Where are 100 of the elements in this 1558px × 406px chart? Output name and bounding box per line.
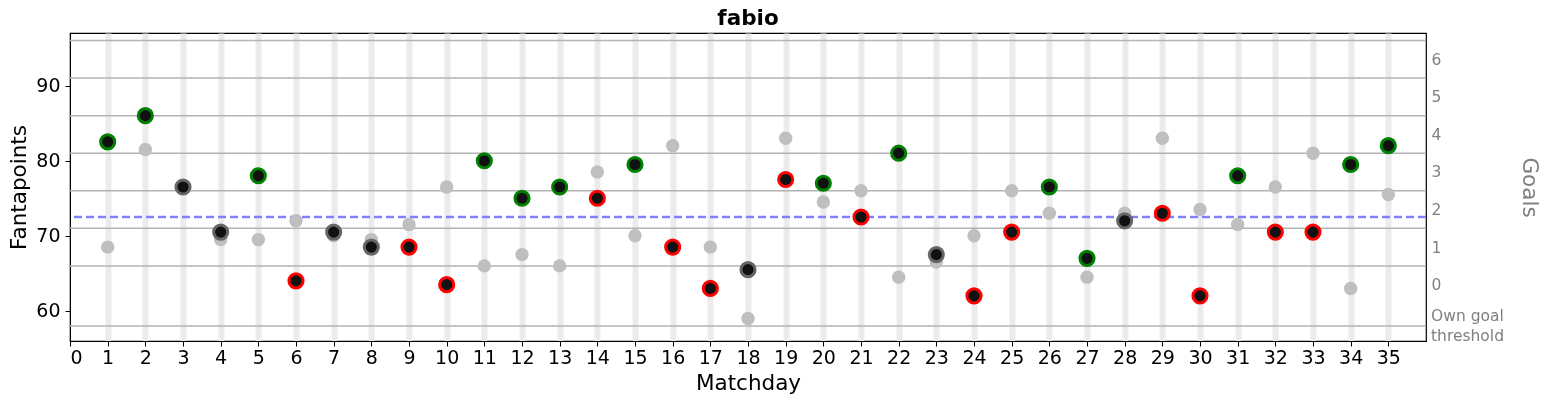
x-tick-label: 4: [215, 345, 228, 368]
point: [701, 279, 719, 297]
point: [251, 232, 266, 247]
point: [513, 189, 531, 207]
y2-tick-label: 1: [1431, 238, 1442, 257]
point: [1042, 206, 1057, 220]
point: [778, 131, 793, 145]
y-tick-label: 70: [36, 224, 61, 247]
point: [927, 246, 945, 264]
point: [1004, 184, 1019, 198]
x-tick-label: 3: [177, 345, 190, 368]
point: [1078, 249, 1096, 267]
point: [1306, 146, 1320, 160]
y2-tick-label: 2: [1431, 201, 1442, 220]
point: [1342, 155, 1360, 174]
point: [626, 155, 644, 174]
point: [1379, 137, 1397, 155]
point: [212, 223, 230, 241]
chart-title: fabio: [717, 4, 779, 30]
point: [1153, 204, 1171, 222]
point: [816, 195, 831, 209]
y-tick-label: 60: [36, 299, 61, 322]
x-tick-label: 5: [252, 345, 265, 368]
point: [289, 214, 303, 228]
point: [1229, 167, 1247, 185]
point: [891, 270, 906, 284]
x-tick-label: 28: [1113, 345, 1138, 368]
x-tick-label: 17: [698, 345, 723, 368]
point: [1080, 270, 1094, 284]
x-tick-label: 30: [1188, 345, 1213, 368]
x-tick-label: 1: [102, 345, 115, 368]
point: [664, 238, 682, 256]
x-tick-label: 23: [924, 345, 949, 368]
point: [703, 240, 718, 254]
point: [890, 144, 908, 162]
point: [1040, 178, 1058, 196]
point: [138, 142, 153, 157]
point: [1116, 212, 1134, 230]
point: [362, 238, 380, 256]
point: [515, 247, 529, 262]
y2-tick-label: 3: [1431, 163, 1442, 182]
x-tick-label: 33: [1301, 345, 1326, 368]
point: [552, 259, 567, 273]
x-tick-label: 27: [1075, 345, 1100, 368]
x-tick-label: 35: [1376, 345, 1401, 368]
point: [136, 107, 154, 125]
x-tick-label: 29: [1150, 345, 1175, 368]
point: [287, 272, 305, 290]
y-tick-label: 90: [36, 74, 61, 97]
point: [1155, 131, 1170, 145]
point: [588, 189, 606, 207]
y2-tick-label: 5: [1431, 88, 1442, 107]
point: [174, 178, 192, 196]
x-tick-label: 32: [1263, 345, 1288, 368]
y-tick-label: 80: [36, 149, 61, 172]
point: [741, 311, 755, 326]
point: [852, 208, 870, 226]
point: [814, 174, 832, 192]
point: [1193, 202, 1207, 217]
point: [965, 287, 983, 305]
x-tick-label: 9: [403, 345, 416, 368]
point: [439, 180, 454, 194]
x-tick-label: 25: [1000, 345, 1025, 368]
point: [1191, 287, 1209, 305]
point: [551, 178, 569, 196]
point: [400, 238, 418, 256]
point: [665, 138, 680, 153]
x-tick-label: 14: [585, 345, 610, 368]
point: [1003, 223, 1021, 241]
point: [1268, 180, 1283, 194]
ref-line-label: Own goal threshold: [1431, 306, 1504, 346]
y2-tick-label: 4: [1431, 125, 1442, 144]
x-tick-label: 34: [1339, 345, 1364, 368]
point: [438, 276, 456, 294]
x-tick-label: 22: [887, 345, 912, 368]
point: [1304, 223, 1322, 241]
point: [100, 240, 115, 254]
x-tick-label: 19: [774, 345, 799, 368]
point: [1343, 281, 1358, 296]
x-tick-label: 11: [472, 345, 497, 368]
x-tick-label: 18: [736, 345, 761, 368]
point: [854, 184, 868, 198]
point: [477, 259, 492, 273]
point: [777, 170, 795, 189]
point: [325, 223, 343, 241]
x-tick-label: 0: [70, 345, 83, 368]
x-axis-title: Matchday: [695, 369, 802, 395]
point: [590, 165, 605, 179]
y2-axis-title: Goals: [1517, 157, 1543, 218]
point: [99, 133, 117, 151]
point: [1230, 217, 1245, 232]
point: [475, 152, 493, 170]
point: [628, 229, 642, 243]
point: [1266, 223, 1284, 241]
x-tick-label: 31: [1226, 345, 1251, 368]
x-tick-label: 20: [811, 345, 836, 368]
point: [249, 167, 267, 185]
y2-tick-label: 0: [1431, 276, 1442, 295]
x-tick-label: 7: [328, 345, 341, 368]
point: [967, 229, 981, 243]
